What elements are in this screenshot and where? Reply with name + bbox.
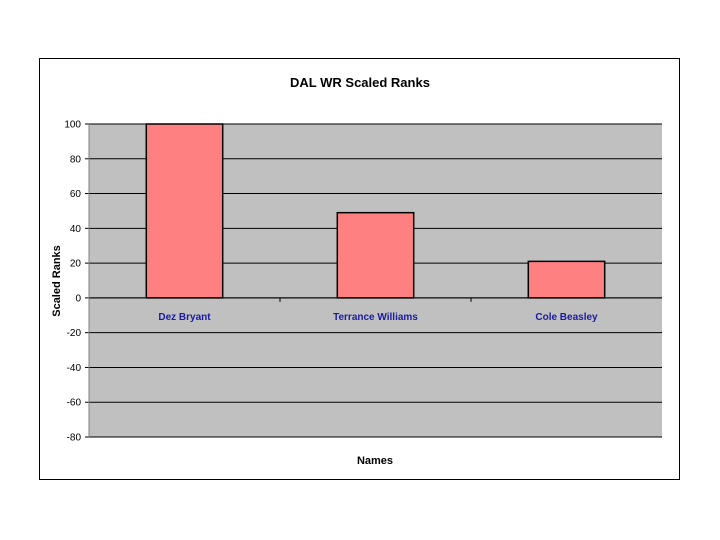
y-tick-label: -80 [67,433,82,444]
y-axis-title: Scaled Ranks [51,245,63,317]
x-category-label: Cole Beasley [535,312,598,323]
y-tick-label: -60 [67,398,82,409]
y-tick-label: 60 [70,189,82,200]
x-axis-categories: Dez Bryant Terrance Williams Cole Beasley [158,297,598,323]
y-tick-label: -40 [67,363,82,374]
x-category-label: Terrance Williams [333,312,418,323]
bar [527,260,606,299]
chart-title: DAL WR Scaled Ranks [290,75,430,90]
y-tick-label: 0 [75,293,81,304]
y-tick-label: 100 [64,120,81,131]
y-tick-label: 80 [70,154,82,165]
bar [336,211,415,299]
bar [145,123,224,299]
y-tick-label: 40 [70,224,82,235]
bars [145,123,606,299]
y-axis-ticks: 100 80 60 40 20 0 -20 -40 -60 -80 [64,120,90,444]
y-tick-label: 20 [70,259,82,270]
x-category-label: Dez Bryant [158,312,211,323]
x-axis-title: Names [357,455,393,467]
y-tick-label: -20 [67,328,82,339]
